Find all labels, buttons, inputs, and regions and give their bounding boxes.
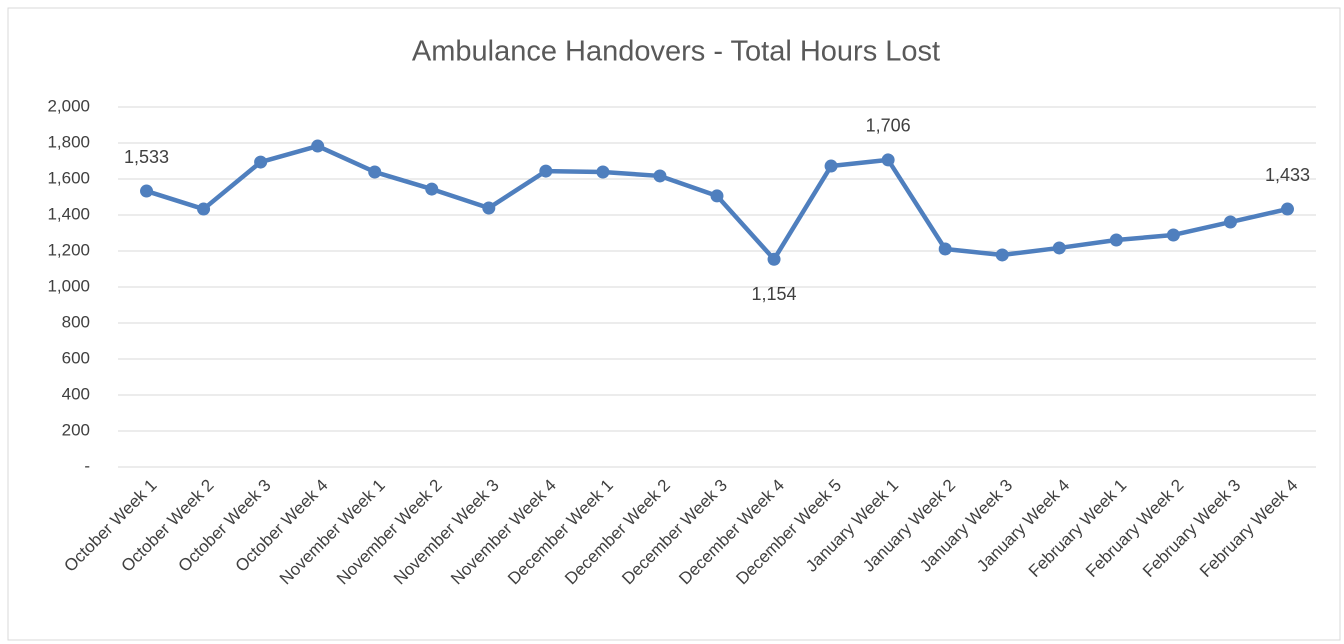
y-tick-label: 2,000 [47,96,90,115]
marker [1109,233,1123,247]
marker [368,165,382,179]
y-tick-label: 1,800 [47,132,90,151]
marker [425,182,439,196]
marker [197,202,211,216]
data-label: 1,533 [124,147,169,167]
chart-border [7,7,1341,641]
marker [1052,241,1066,255]
y-tick-label: 1,600 [47,168,90,187]
marker [596,165,610,179]
marker [938,242,952,256]
y-tick-label: - [84,456,90,475]
y-tick-label: 200 [62,420,90,439]
marker [767,252,781,266]
marker [1280,202,1294,216]
chart-title: Ambulance Handovers - Total Hours Lost [412,36,940,68]
marker [995,248,1009,262]
y-tick-label: 600 [62,348,90,367]
data-label: 1,154 [752,284,797,304]
marker [653,169,667,183]
marker [482,201,496,215]
marker [140,184,154,198]
marker [254,155,268,169]
marker [539,164,553,178]
y-tick-label: 1,200 [47,240,90,259]
marker [311,139,325,153]
marker [710,189,724,203]
marker [1223,215,1237,229]
y-tick-label: 800 [62,312,90,331]
marker [824,159,838,173]
y-tick-label: 1,400 [47,204,90,223]
marker [881,153,895,167]
data-label: 1,433 [1265,165,1310,185]
data-label: 1,706 [866,116,911,136]
y-tick-label: 400 [62,384,90,403]
y-tick-label: 1,000 [47,276,90,295]
marker [1166,228,1180,242]
